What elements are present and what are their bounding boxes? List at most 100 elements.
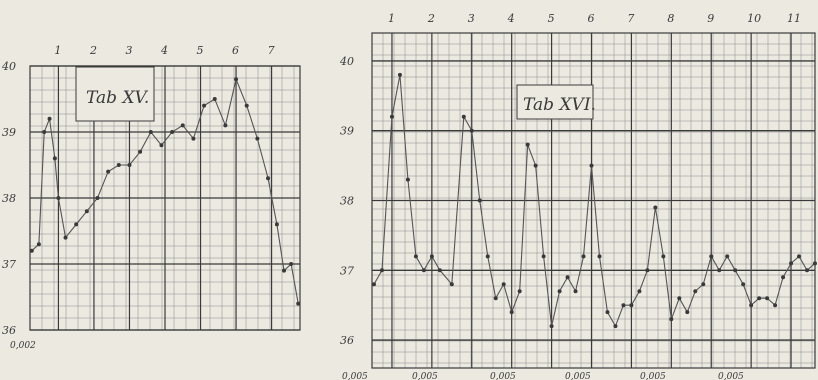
data-point: [605, 310, 610, 315]
x-tick-label: 9: [707, 12, 714, 25]
footnote-label: 0,005: [342, 372, 368, 380]
data-point: [501, 282, 506, 287]
x-tick-label: 4: [160, 44, 168, 57]
data-point: [685, 310, 690, 315]
data-point: [212, 97, 217, 101]
data-point: [781, 275, 786, 280]
y-tick-label: 40: [1, 60, 16, 73]
data-point: [661, 254, 666, 259]
data-point: [106, 169, 111, 174]
y-tick-label: 39: [340, 125, 354, 138]
data-point: [84, 209, 89, 214]
x-tick-label: 2: [427, 12, 435, 25]
y-tick-label: 37: [340, 264, 354, 277]
x-tick-label: 5: [548, 12, 555, 25]
data-point: [289, 262, 294, 266]
data-point: [493, 296, 498, 301]
data-point: [413, 254, 418, 259]
footnote-label: 0,005: [718, 372, 744, 380]
tab-xvi-title-box: [516, 84, 594, 120]
data-point: [180, 123, 185, 128]
x-tick-label: 8: [667, 12, 674, 25]
data-point: [47, 116, 52, 121]
data-point: [371, 282, 376, 287]
data-point: [749, 303, 754, 308]
data-point: [765, 296, 770, 301]
y-tick-label: 36: [2, 324, 16, 337]
series-line: [31, 77, 299, 304]
data-point: [429, 254, 434, 259]
data-point: [29, 248, 34, 253]
data-point: [773, 303, 778, 308]
data-point: [469, 128, 474, 133]
data-point: [581, 254, 586, 259]
data-point: [733, 268, 738, 273]
tab-xvi-ticks: 36 37 38 39 40 1 2 3 4 5 6 7 8 9 10 11: [339, 12, 801, 347]
data-point: [170, 130, 175, 134]
data-point: [234, 77, 239, 82]
tab-xv-ticks: 36 37 38 39 40 1 2 3 4 5 6 7: [1, 44, 275, 337]
y-tick-label: 39: [2, 126, 16, 139]
data-point: [589, 163, 594, 168]
data-point: [557, 289, 562, 294]
data-point: [74, 222, 79, 227]
data-point: [477, 198, 482, 203]
data-point: [597, 254, 602, 259]
data-point: [653, 205, 658, 210]
y-tick-label: 37: [2, 258, 16, 271]
x-tick-label: 3: [125, 44, 132, 57]
data-point: [525, 142, 530, 147]
data-point: [533, 163, 538, 168]
data-point: [541, 254, 546, 259]
tab-xv-series: [29, 77, 301, 306]
data-point: [613, 324, 618, 329]
data-point: [645, 268, 650, 273]
data-point: [191, 136, 196, 141]
tab-xvi-footnotes: 0,005 0,005 0,005 0,005 0,005 0,005: [342, 372, 744, 380]
footnote-label: 0,005: [640, 372, 666, 380]
data-point: [56, 196, 61, 200]
data-point: [461, 114, 466, 119]
x-tick-label: 5: [197, 44, 204, 57]
data-point: [693, 289, 698, 294]
data-point: [116, 163, 121, 167]
data-point: [36, 242, 41, 247]
data-point: [789, 261, 794, 266]
data-point: [397, 72, 402, 77]
data-point: [565, 275, 570, 280]
data-point: [159, 143, 164, 148]
tab-xvi-series: [371, 72, 817, 329]
tab-xv-chart: 36 37 38 39 40 1 2 3 4 5 6 7 Tab XV. 0,002: [1, 44, 301, 351]
x-tick-label: 7: [268, 44, 275, 57]
data-point: [549, 324, 554, 329]
data-point: [405, 177, 410, 182]
data-point: [449, 282, 454, 287]
data-point: [266, 176, 271, 181]
x-tick-label: 3: [468, 12, 475, 25]
data-point: [148, 130, 153, 134]
x-tick-label: 1: [388, 12, 395, 25]
data-point: [813, 261, 817, 266]
tab-xv-footnote: 0,002: [10, 341, 36, 351]
data-point: [629, 303, 634, 308]
data-point: [223, 123, 228, 128]
data-point: [757, 296, 762, 301]
data-point: [573, 289, 578, 294]
tab-xv-title-box: [75, 66, 155, 122]
data-point: [669, 317, 674, 322]
tab-xv-title: Tab XV.: [86, 88, 149, 108]
data-point: [701, 282, 706, 287]
data-point: [52, 156, 57, 161]
data-point: [274, 222, 279, 227]
x-tick-label: 6: [588, 12, 595, 25]
data-point: [637, 289, 642, 294]
data-point: [421, 268, 426, 273]
data-point: [517, 289, 522, 294]
data-point: [42, 130, 47, 134]
data-point: [437, 268, 442, 273]
data-point: [255, 136, 260, 141]
data-point: [709, 254, 714, 259]
data-point: [63, 235, 68, 240]
